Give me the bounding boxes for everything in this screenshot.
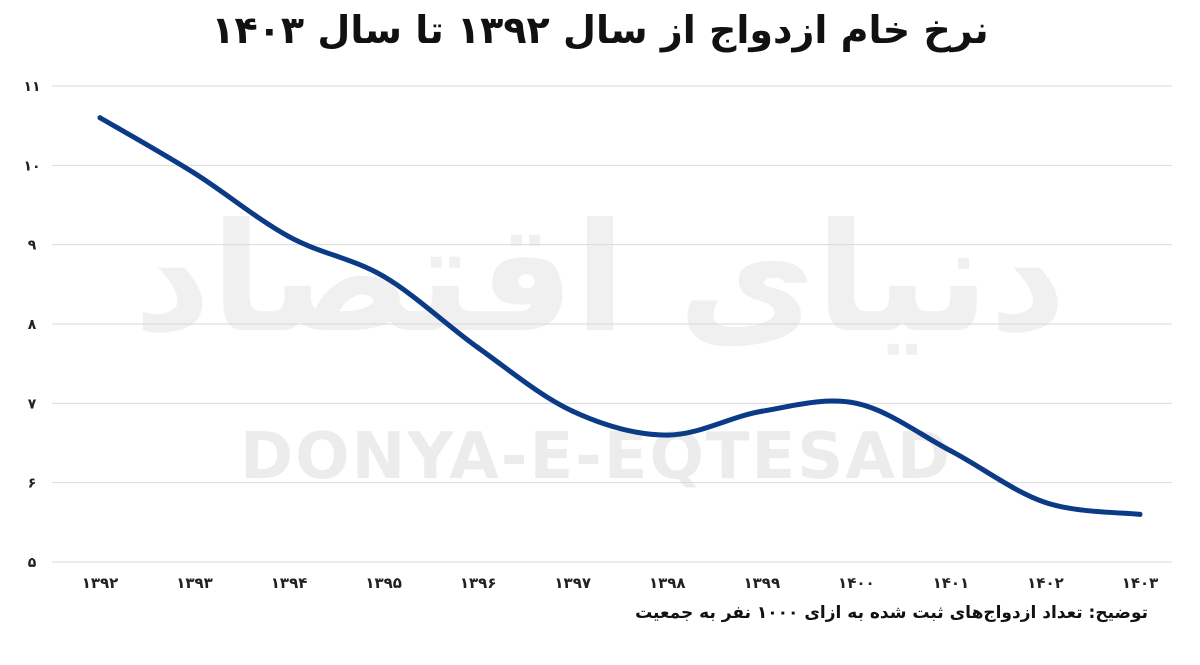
data-point [286, 234, 292, 240]
y-tick-label: ۶ [28, 476, 37, 492]
x-tick-label: ۱۳۹۵ [365, 574, 402, 592]
data-point [192, 170, 198, 176]
x-tick-label: ۱۳۹۸ [649, 574, 686, 592]
series-layer [97, 115, 1143, 517]
x-tick-label: ۱۴۰۳ [1122, 574, 1159, 592]
x-tick-label: ۱۳۹۳ [176, 574, 213, 592]
watermark-persian: دنیای اقتصاد [134, 192, 1067, 366]
grid-lines [52, 85, 1172, 563]
x-tick-label: ۱۴۰۲ [1027, 574, 1064, 592]
chart-title: نرخ خام ازدواج از سال ۱۳۹۲ تا سال ۱۴۰۳ [211, 8, 989, 52]
data-point [1042, 500, 1048, 505]
y-axis-ticks: ۵ ۶ ۷ ۸ ۹ ۱۰ ۱۱ [23, 79, 40, 571]
y-tick-label: ۱۱ [23, 79, 40, 95]
y-tick-label: ۹ [28, 238, 37, 254]
chart-note: توضیح: تعداد ازدواج‌های ثبت شده به ازای … [635, 603, 1148, 623]
x-tick-label: ۱۳۹۹ [744, 574, 781, 592]
y-tick-label: ۱۰ [23, 158, 40, 174]
x-tick-label: ۱۳۹۲ [82, 574, 119, 592]
x-tick-label: ۱۳۹۴ [271, 574, 308, 592]
data-point [97, 115, 103, 121]
data-point [853, 400, 859, 406]
y-tick-label: ۵ [28, 555, 37, 571]
data-point [381, 273, 387, 279]
x-axis-ticks: ۱۳۹۲ ۱۳۹۳ ۱۳۹۴ ۱۳۹۵ ۱۳۹۶ ۱۳۹۷ ۱۳۹۸ ۱۳۹۹ ۱۴۰۰ ۱۴۰۱… [82, 574, 1159, 592]
data-point [570, 408, 576, 414]
x-tick-label: ۱۳۹۷ [554, 574, 591, 592]
y-tick-label: ۷ [28, 396, 37, 412]
x-tick-label: ۱۴۰۱ [933, 574, 970, 592]
data-point [664, 432, 670, 438]
x-tick-label: ۱۳۹۶ [460, 574, 497, 592]
y-tick-label: ۸ [28, 317, 37, 333]
x-tick-label: ۱۴۰۰ [838, 574, 875, 592]
data-point [1137, 511, 1143, 517]
watermark-latin: DONYA-E-EQTESAD [240, 420, 952, 494]
watermark: دنیای اقتصاد DONYA-E-EQTESAD [134, 192, 1067, 494]
series-line [97, 115, 1143, 517]
data-point [948, 448, 954, 454]
data-point [475, 345, 481, 351]
data-point [759, 408, 765, 414]
